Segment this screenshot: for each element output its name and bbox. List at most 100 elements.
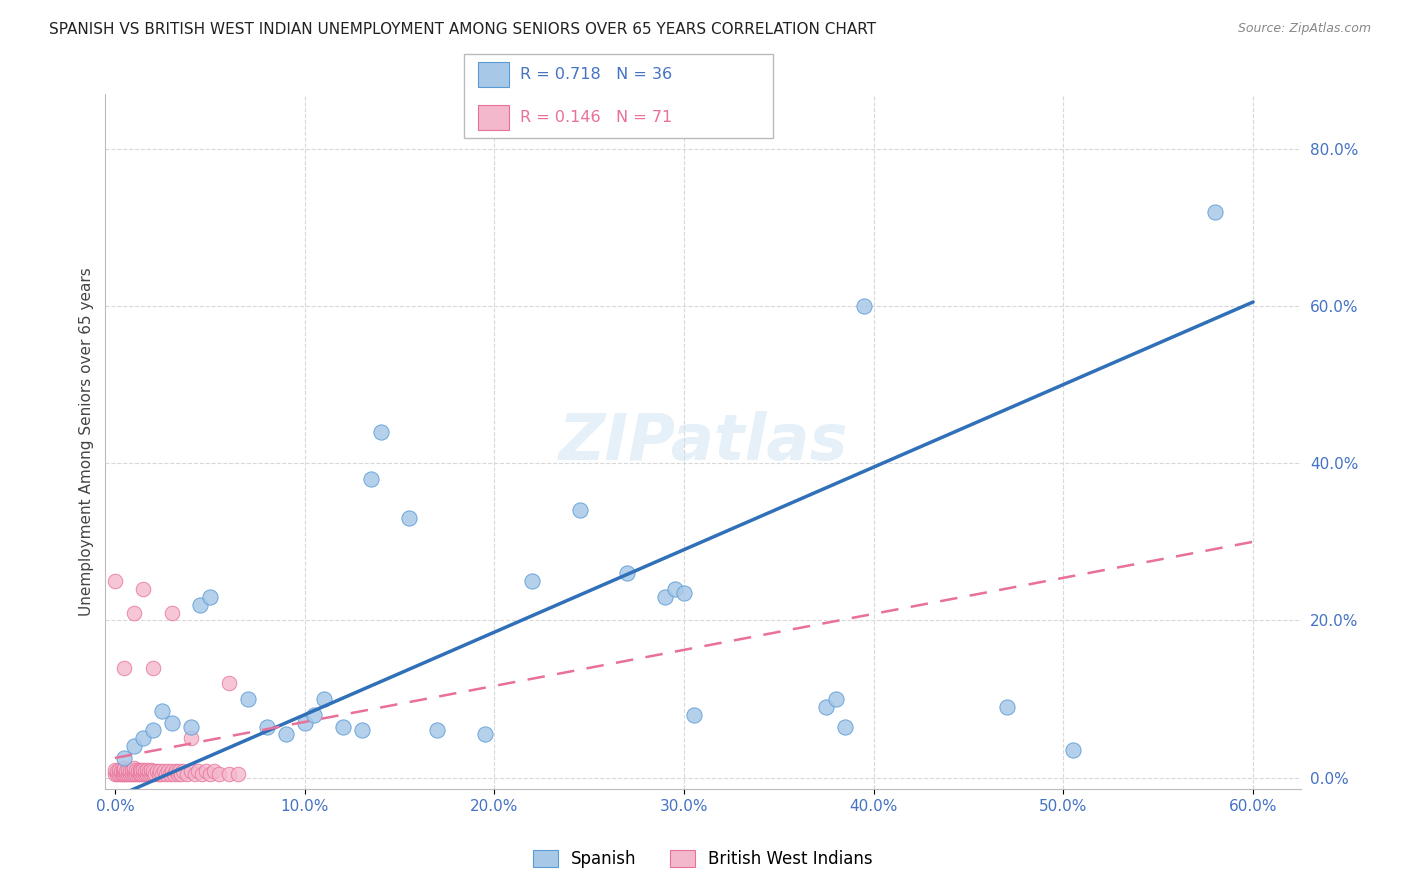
Point	[616, 566, 638, 581]
Point	[159, 766, 181, 780]
Point	[112, 660, 135, 674]
Point	[112, 761, 135, 775]
Point	[180, 719, 202, 733]
Point	[122, 606, 145, 620]
Point	[128, 763, 150, 777]
Point	[107, 766, 129, 780]
Point	[105, 764, 128, 779]
Point	[136, 766, 159, 780]
Point	[294, 715, 316, 730]
Point	[191, 766, 214, 780]
Text: SPANISH VS BRITISH WEST INDIAN UNEMPLOYMENT AMONG SENIORS OVER 65 YEARS CORRELAT: SPANISH VS BRITISH WEST INDIAN UNEMPLOYM…	[49, 22, 876, 37]
Legend: Spanish, British West Indians: Spanish, British West Indians	[526, 844, 880, 875]
Point	[208, 766, 231, 780]
Point	[125, 763, 148, 777]
Point	[148, 766, 170, 780]
Point	[112, 766, 135, 780]
Point	[170, 766, 193, 780]
Point	[350, 723, 373, 738]
Point	[134, 764, 156, 779]
Point	[673, 586, 696, 600]
Point	[183, 766, 205, 780]
Point	[180, 731, 202, 746]
Point	[110, 766, 132, 780]
Point	[474, 727, 496, 741]
Point	[165, 764, 187, 779]
Point	[169, 764, 191, 779]
Point	[127, 766, 149, 780]
Point	[664, 582, 686, 596]
Point	[302, 707, 325, 722]
Point	[142, 764, 165, 779]
Point	[153, 764, 176, 779]
Point	[149, 764, 172, 779]
Point	[122, 761, 145, 775]
Point	[834, 719, 856, 733]
Point	[112, 751, 135, 765]
Point	[111, 763, 134, 777]
Point	[134, 766, 156, 780]
Text: R = 0.718   N = 36: R = 0.718 N = 36	[520, 67, 672, 82]
Point	[398, 511, 420, 525]
Point	[145, 764, 167, 779]
Point	[180, 764, 202, 779]
Point	[107, 763, 129, 777]
Point	[155, 766, 177, 780]
Point	[195, 764, 218, 779]
Point	[187, 764, 209, 779]
Point	[110, 764, 132, 779]
Point	[1062, 743, 1084, 757]
Point	[132, 582, 155, 596]
Point	[256, 719, 278, 733]
Point	[136, 763, 159, 777]
Point	[202, 764, 225, 779]
Point	[121, 763, 143, 777]
Point	[104, 574, 127, 588]
Point	[218, 766, 240, 780]
Y-axis label: Unemployment Among Seniors over 65 years: Unemployment Among Seniors over 65 years	[79, 268, 94, 615]
Point	[139, 766, 162, 780]
Point	[160, 715, 183, 730]
Point	[132, 766, 155, 780]
Point	[121, 766, 143, 780]
Point	[824, 692, 846, 706]
Point	[120, 764, 142, 779]
Point	[163, 766, 186, 780]
Point	[125, 766, 148, 780]
Point	[142, 660, 165, 674]
Point	[332, 719, 354, 733]
Point	[111, 766, 134, 780]
Point	[188, 598, 211, 612]
Point	[122, 739, 145, 754]
Point	[115, 764, 138, 779]
Point	[815, 699, 838, 714]
Point	[682, 707, 704, 722]
Text: R = 0.146   N = 71: R = 0.146 N = 71	[520, 110, 672, 125]
Text: ZIPatlas: ZIPatlas	[558, 410, 848, 473]
Point	[115, 766, 138, 780]
Point	[105, 766, 128, 780]
Point	[138, 766, 160, 780]
Point	[370, 425, 392, 439]
Point	[142, 766, 165, 780]
Point	[112, 764, 135, 779]
Point	[142, 723, 165, 738]
Point	[160, 764, 183, 779]
Point	[522, 574, 544, 588]
Point	[236, 692, 259, 706]
Point	[132, 731, 155, 746]
Point	[150, 766, 173, 780]
Point	[131, 764, 153, 779]
Point	[176, 766, 198, 780]
Point	[166, 766, 188, 780]
Point	[360, 472, 382, 486]
Point	[654, 590, 676, 604]
Point	[312, 692, 335, 706]
Point	[127, 764, 149, 779]
Point	[226, 766, 249, 780]
Point	[122, 764, 145, 779]
Point	[117, 766, 139, 780]
Point	[198, 590, 221, 604]
Point	[104, 766, 127, 780]
Point	[104, 763, 127, 777]
